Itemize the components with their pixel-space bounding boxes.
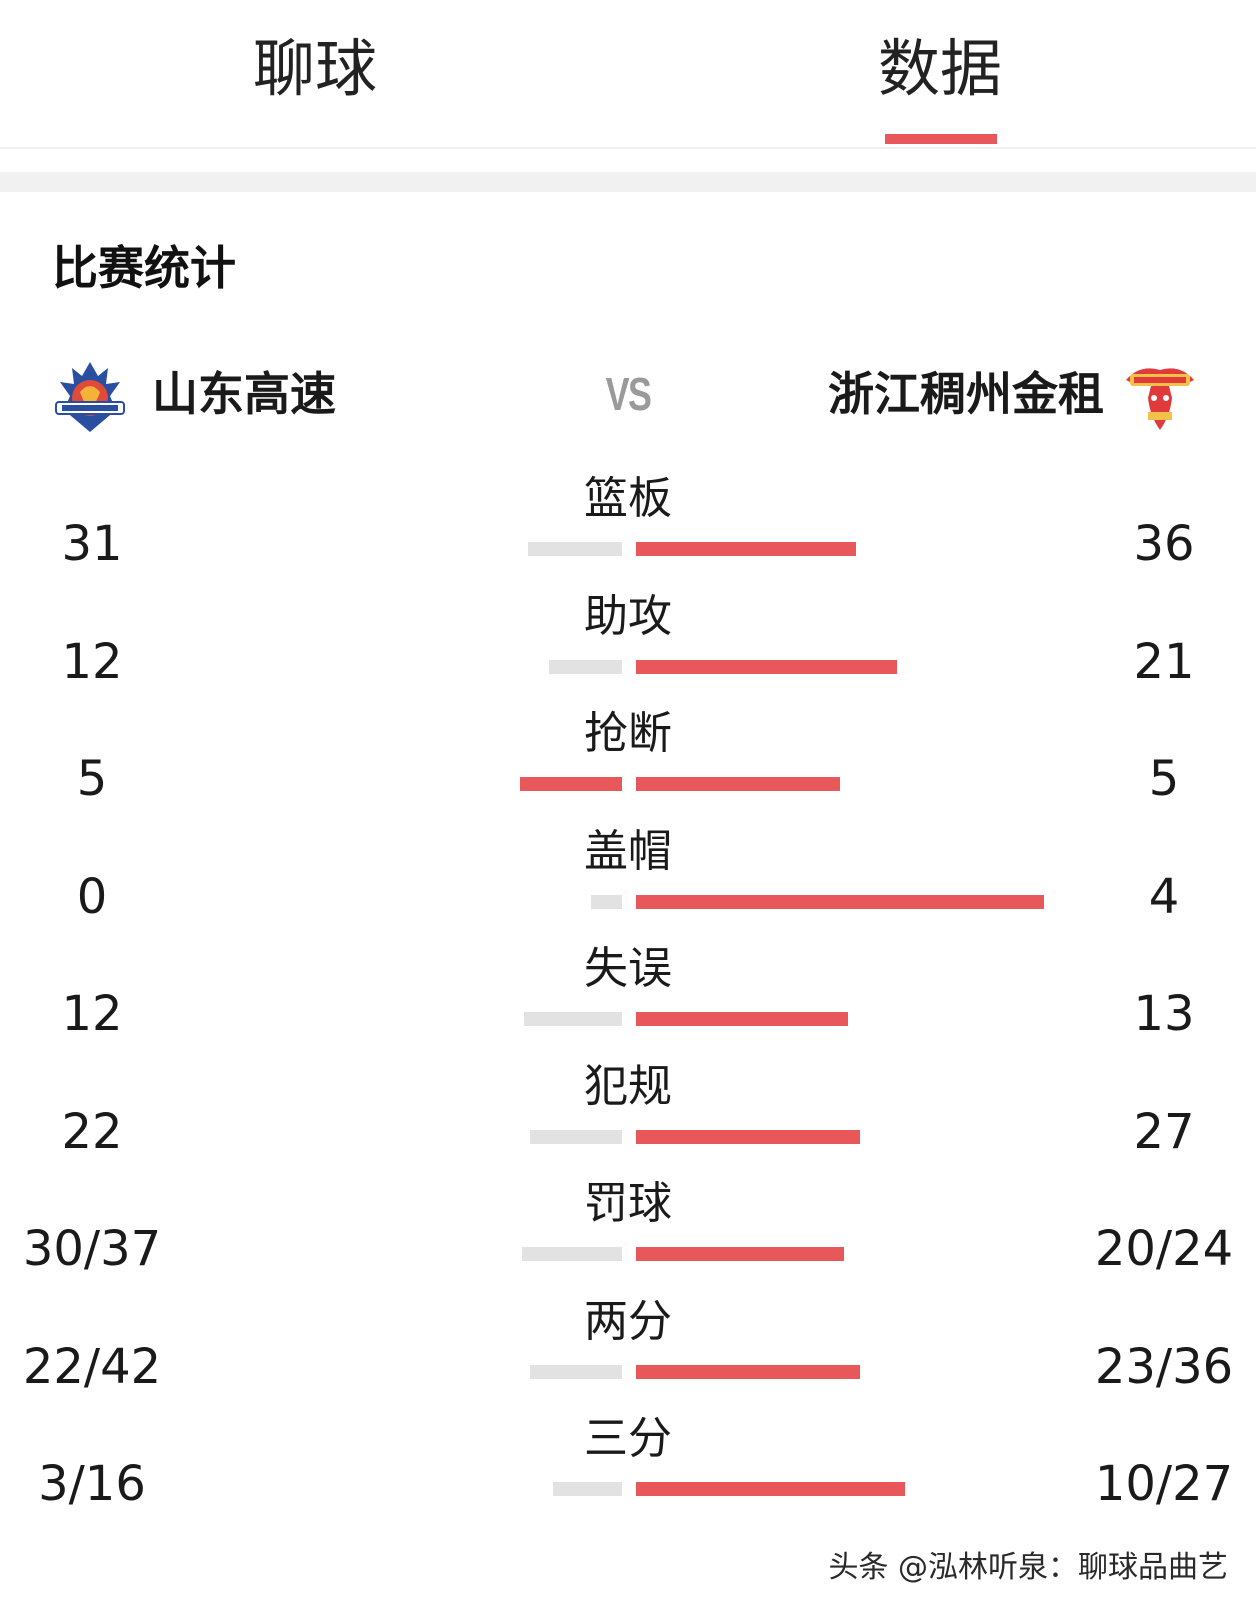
away-stat-bar [636,1364,860,1379]
shandong-dragon-logo [55,362,125,432]
stat-row: 失误 12 13 [0,940,1256,1060]
home-stat-value: 22 [61,1103,123,1160]
stat-row: 抢断 5 5 [0,705,1256,825]
away-stat-bar [636,894,1044,909]
home-stat-value: 30/37 [22,1221,162,1277]
stat-row: 助攻 12 21 [0,588,1256,708]
home-stat-bar [591,894,622,909]
home-stat-value: 12 [61,986,123,1042]
away-stat-value: 21 [1133,633,1195,690]
divider [0,147,1256,149]
tab-chat[interactable]: 聊球 [252,32,377,105]
home-team-name: 山东高速 [152,367,336,421]
stat-label: 盖帽 [584,825,672,877]
watermark: 头条 @泓林听泉：聊球品曲艺 [828,1550,1228,1585]
away-stat-value: 23/36 [1094,1338,1234,1395]
away-stat-value: 10/27 [1094,1456,1234,1512]
home-stat-bar [530,1129,622,1144]
away-stat-value: 4 [1148,868,1180,925]
home-stat-bar [530,1364,622,1379]
stat-label: 犯规 [584,1060,672,1112]
home-stat-bar [522,1247,622,1261]
stat-row: 犯规 22 27 [0,1058,1256,1178]
stat-row: 盖帽 0 4 [0,823,1256,943]
home-stat-bar [524,1012,622,1026]
away-stat-bar [636,1247,844,1261]
home-stat-value: 5 [76,751,108,807]
stat-label: 助攻 [584,590,672,642]
stat-label: 三分 [584,1413,672,1464]
stat-row: 三分 3/16 10/27 [0,1410,1256,1530]
active-tab-indicator [885,134,997,144]
stat-label: 篮板 [584,473,672,524]
stat-label: 失误 [584,943,672,994]
stat-row: 两分 22/42 23/36 [0,1293,1256,1413]
away-team-name: 浙江稠州金租 [828,367,1104,421]
away-stat-bar [636,542,856,556]
away-stat-bar [636,1012,848,1026]
vs-label: VS [605,368,652,420]
away-stat-value: 36 [1133,516,1195,572]
home-stat-value: 31 [61,516,123,572]
teams-header: 山东高速 VS 浙江稠州金租 [0,350,1256,440]
home-stat-bar [520,777,622,791]
home-stat-bar [553,1482,622,1496]
tab-data[interactable]: 数据 [877,32,1002,105]
home-stat-bar [528,542,622,556]
golden-bulls-logo [1126,368,1194,430]
home-stat-value: 12 [61,633,123,690]
tab-bar: 聊球 数据 [0,0,1256,150]
away-stat-bar [636,777,840,791]
home-stat-bar [549,659,622,674]
away-stat-bar [636,1129,860,1144]
stat-label: 罚球 [584,1178,672,1229]
away-stat-value: 5 [1148,751,1180,807]
away-stat-bar [636,1482,905,1496]
home-stat-value: 3/16 [38,1456,146,1512]
away-stat-value: 20/24 [1094,1221,1234,1277]
section-title: 比赛统计 [52,241,236,295]
away-stat-value: 13 [1133,986,1195,1042]
home-stat-value: 22/42 [22,1338,162,1395]
away-stat-value: 27 [1133,1103,1195,1160]
section-separator [0,172,1256,192]
stat-row: 篮板 31 36 [0,470,1256,590]
away-stat-bar [636,659,897,674]
stat-label: 两分 [584,1295,672,1347]
stat-label: 抢断 [584,708,672,759]
home-stat-value: 0 [76,868,108,925]
stat-row: 罚球 30/37 20/24 [0,1175,1256,1295]
